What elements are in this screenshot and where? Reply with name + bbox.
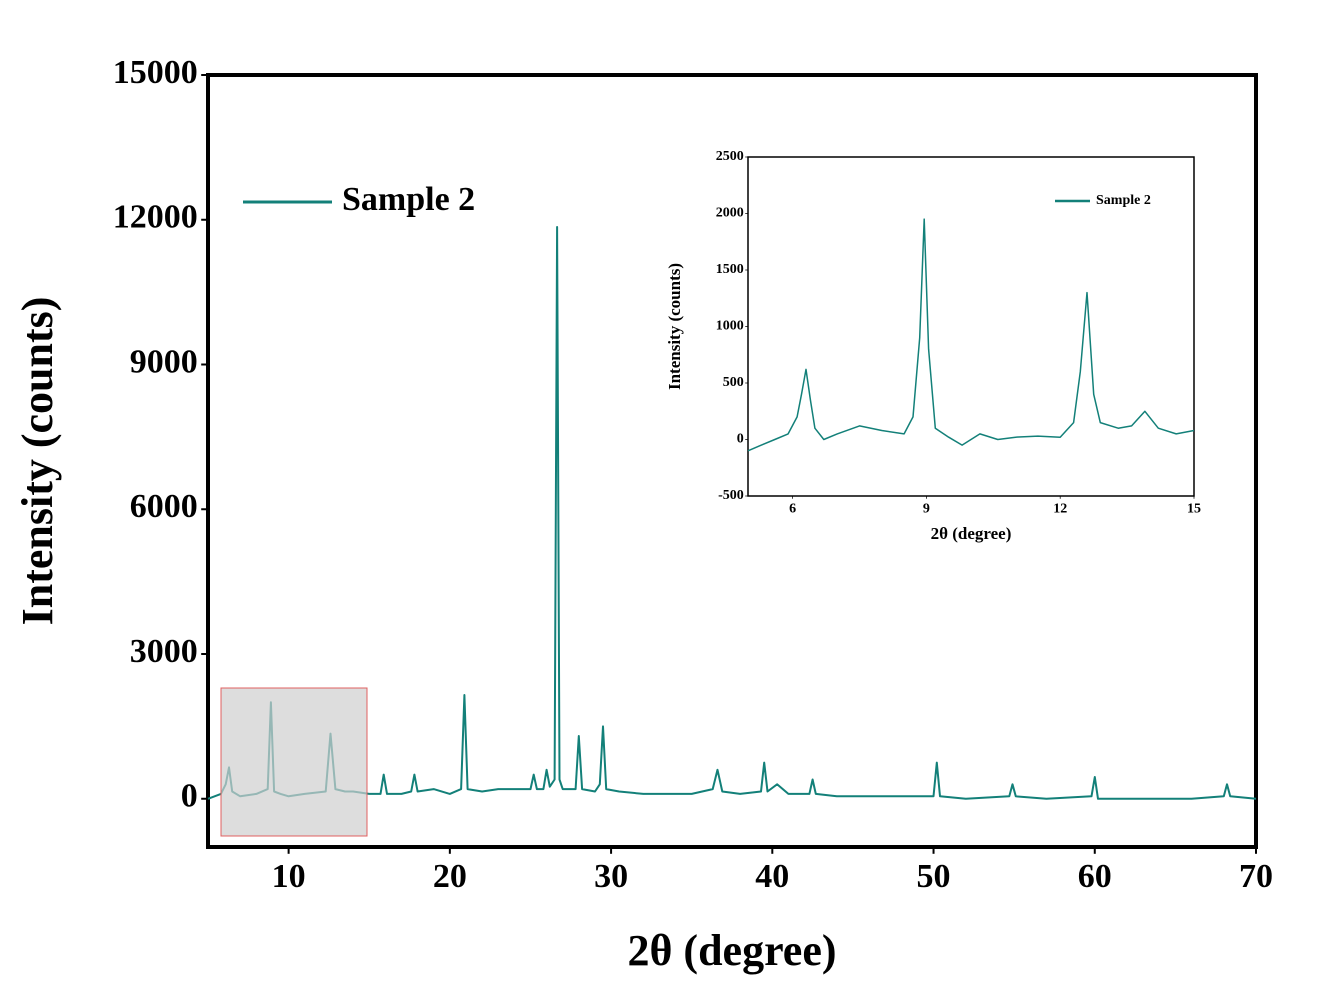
y-tick-label: 1000	[716, 319, 744, 334]
plot-frame	[206, 73, 1258, 849]
y-tick-label: 0	[181, 778, 198, 815]
x-tick-label: 20	[433, 858, 467, 895]
x-tick-label: 40	[755, 858, 789, 895]
y-tick-label: 12000	[113, 199, 198, 236]
y-tick-label: 500	[723, 375, 744, 390]
x-tick-label: 70	[1239, 858, 1273, 895]
y-tick-label: -500	[718, 488, 744, 503]
y-tick-label: 2500	[716, 149, 744, 164]
y-tick-label: 15000	[113, 54, 198, 91]
y-tick-label: 1500	[716, 262, 744, 277]
y-tick-label: 2000	[716, 206, 744, 221]
zoom-region	[220, 687, 368, 837]
x-tick-label: 60	[1078, 858, 1112, 895]
x-tick-label: 30	[594, 858, 628, 895]
y-tick-label: 9000	[130, 343, 198, 380]
y-tick-label: 6000	[130, 488, 198, 525]
x-tick-label: 6	[789, 502, 796, 517]
x-axis-label: 2θ (degree)	[627, 926, 836, 975]
y-tick-label: 3000	[130, 633, 198, 670]
x-tick-label: 15	[1187, 502, 1201, 517]
legend-label: Sample 2	[342, 181, 475, 218]
x-tick-label: 9	[923, 502, 930, 517]
y-axis-label: Intensity (counts)	[665, 263, 684, 390]
x-axis-label: 2θ (degree)	[931, 524, 1012, 543]
x-tick-label: 10	[272, 858, 306, 895]
y-tick-label: 0	[737, 432, 744, 447]
data-line	[747, 218, 1195, 452]
y-axis-label: Intensity (counts)	[13, 297, 62, 626]
x-tick-label: 50	[917, 858, 951, 895]
legend-label: Sample 2	[1096, 193, 1151, 208]
x-tick-label: 12	[1053, 502, 1067, 517]
